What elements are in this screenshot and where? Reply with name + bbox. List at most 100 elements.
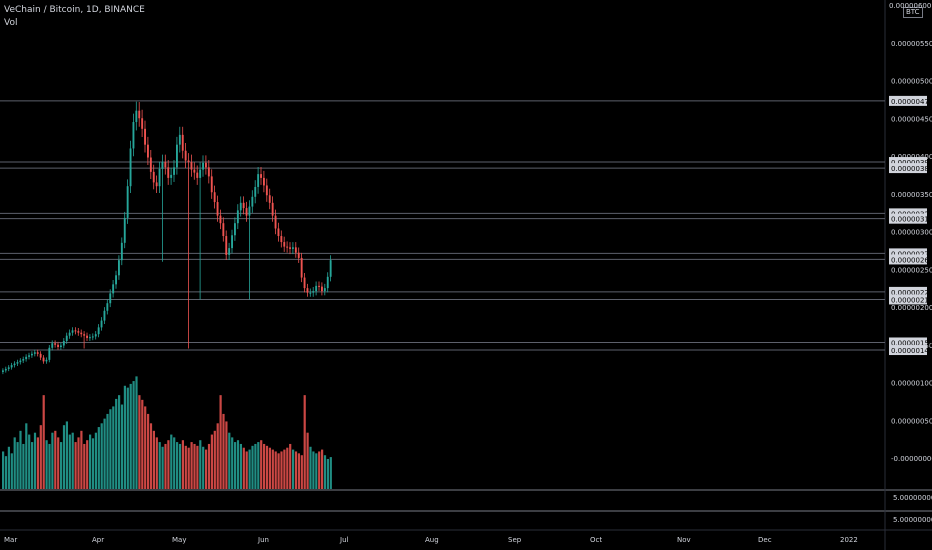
volume-bar	[263, 443, 266, 489]
level-label-bg	[889, 254, 927, 265]
candle-body	[25, 356, 28, 360]
candle-body	[51, 343, 54, 348]
volume-bar	[210, 434, 213, 489]
candle-body	[149, 157, 152, 172]
candle-body	[155, 182, 158, 187]
candle-body	[245, 208, 248, 216]
volume-bar	[33, 432, 37, 489]
volume-bar	[115, 398, 118, 489]
volume-bar	[120, 404, 124, 489]
volume-bar	[294, 451, 298, 489]
candle-body	[129, 148, 132, 187]
candle-body	[141, 118, 144, 129]
volume-bar	[51, 432, 54, 489]
level-label-bg	[889, 163, 927, 174]
candle-body	[54, 343, 57, 345]
candle-body	[178, 134, 181, 145]
level-label-bg	[889, 248, 927, 259]
candle-body	[36, 352, 39, 354]
volume-bar	[222, 413, 225, 489]
candle-body	[132, 122, 135, 149]
volume-bar	[94, 432, 97, 489]
volume-bar	[216, 423, 219, 489]
volume-bar	[86, 440, 89, 489]
candle-body	[60, 345, 62, 348]
volume-bar	[123, 385, 126, 489]
level-label-bg	[889, 337, 927, 348]
pane-scale-label: 5.00000000	[893, 494, 932, 502]
price-tick-label: 0.00000250	[891, 266, 932, 274]
candle-body	[33, 352, 36, 354]
level-label: 0.00000153	[891, 339, 932, 347]
volume-bar	[147, 413, 150, 489]
candle-body	[173, 167, 175, 175]
candle-body	[257, 174, 260, 187]
candle-body	[260, 174, 262, 178]
volume-bar	[257, 442, 260, 489]
candle-body	[216, 202, 219, 216]
volume-bar	[199, 440, 202, 489]
candle-body	[277, 228, 280, 237]
volume-bar	[292, 449, 295, 489]
volume-bar	[39, 425, 42, 489]
candle-body	[181, 134, 184, 151]
level-label: 0.00000263	[891, 256, 932, 264]
volume-bar	[144, 406, 147, 489]
candle-body	[138, 110, 141, 119]
volume-bar	[132, 381, 135, 489]
candle-body	[292, 247, 294, 249]
candle-body	[196, 172, 199, 178]
candle-body	[329, 260, 332, 277]
price-tick-label: -0.00000000	[891, 455, 932, 463]
candle-body	[106, 303, 109, 311]
volume-bar	[112, 406, 115, 489]
volume-bar	[80, 430, 83, 489]
volume-bar	[176, 442, 179, 489]
volume-bar	[16, 442, 19, 489]
volume-bar	[315, 453, 318, 489]
candle-body	[234, 223, 236, 236]
level-label: 0.00000220	[891, 289, 932, 297]
candle-body	[303, 277, 306, 289]
candle-body	[158, 168, 161, 187]
candle-body	[207, 167, 210, 177]
volume-bar	[236, 440, 240, 489]
volume-bar	[167, 440, 170, 489]
volume-bar	[71, 432, 74, 489]
volume-bar	[164, 443, 167, 489]
candle-body	[4, 368, 7, 371]
volume-bar	[109, 409, 112, 489]
candle-body	[297, 252, 300, 258]
candle-body	[228, 248, 231, 255]
time-axis-label: Jul	[339, 536, 349, 544]
price-tick-label: 0.00000350	[891, 191, 932, 199]
volume-bar	[202, 446, 205, 489]
candle-body	[144, 128, 146, 145]
candle-body	[205, 162, 207, 168]
candle-body	[236, 210, 239, 224]
candle-body	[7, 367, 10, 369]
candle-body	[10, 365, 13, 368]
volume-bar	[103, 418, 106, 489]
volume-bar	[323, 455, 327, 489]
volume-bar	[152, 430, 155, 489]
level-label-bg	[889, 213, 927, 224]
candle-body	[48, 347, 51, 360]
candle-body	[152, 171, 155, 183]
currency-badge[interactable]: BTC	[903, 7, 923, 18]
candle-body	[91, 336, 94, 338]
volume-bar	[118, 395, 121, 489]
volume-bar	[234, 442, 237, 489]
candle-body	[22, 359, 25, 361]
level-label-bg	[889, 345, 927, 356]
volume-bar	[219, 395, 222, 489]
candle-body	[135, 110, 138, 123]
price-tick-label: 0.00000400	[891, 153, 932, 161]
candle-body	[16, 362, 19, 364]
volume-bar	[265, 445, 269, 489]
volume-bar	[48, 443, 51, 489]
volume-bar	[60, 442, 63, 489]
candle-body	[193, 169, 196, 173]
candle-body	[289, 247, 291, 249]
